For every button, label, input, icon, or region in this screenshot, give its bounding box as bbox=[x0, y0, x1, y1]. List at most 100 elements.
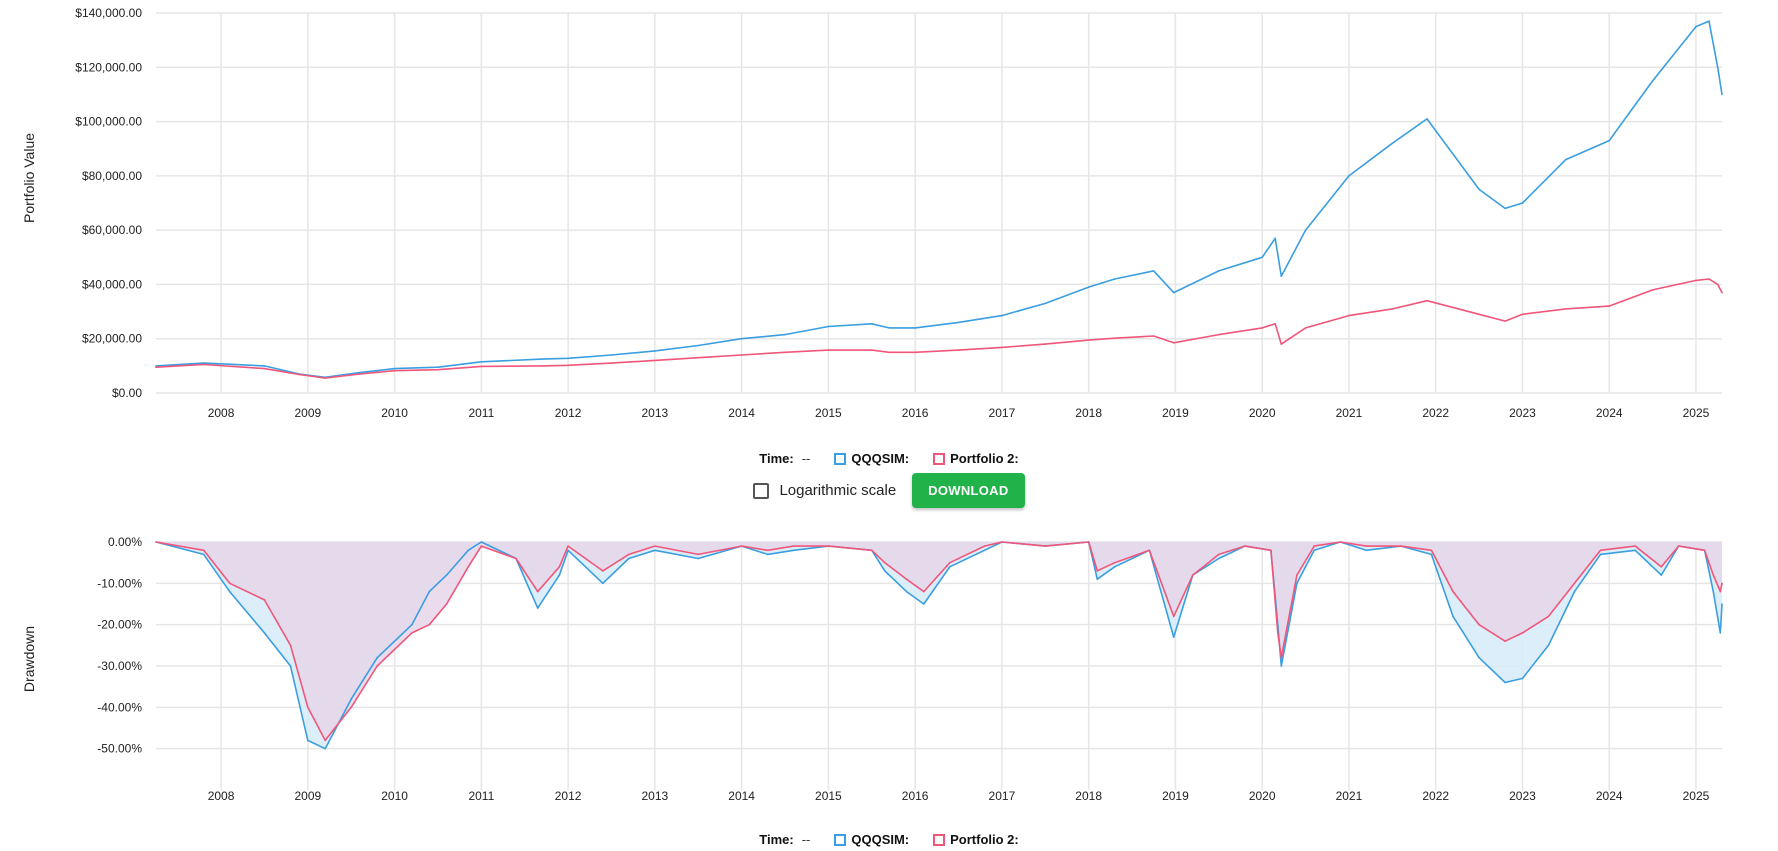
legend-qqqsim[interactable]: QQQSIM: bbox=[834, 832, 909, 847]
data-point-portfolio2 bbox=[1716, 283, 1719, 286]
data-point-qqqsim bbox=[1504, 681, 1506, 684]
y-tick-label: $140,000.00 bbox=[75, 6, 142, 20]
data-point-portfolio2 bbox=[1296, 574, 1298, 576]
y-tick-label: $0.00 bbox=[112, 386, 142, 400]
data-point-portfolio2 bbox=[1430, 549, 1433, 552]
x-tick-label: 2017 bbox=[989, 406, 1016, 420]
data-point-portfolio2 bbox=[541, 365, 543, 367]
x-tick-label: 2010 bbox=[381, 406, 408, 420]
data-point-qqqsim bbox=[202, 362, 205, 364]
data-point-qqqsim bbox=[1634, 549, 1636, 552]
x-tick-label: 2008 bbox=[208, 789, 235, 803]
data-point-portfolio2 bbox=[263, 599, 266, 601]
data-point-portfolio2 bbox=[1478, 623, 1480, 626]
x-tick-label: 2013 bbox=[642, 406, 669, 420]
data-point-qqqsim bbox=[1721, 603, 1723, 605]
data-point-qqqsim bbox=[1599, 553, 1602, 556]
data-point-portfolio2 bbox=[393, 369, 396, 372]
y-tick-label: $80,000.00 bbox=[82, 169, 142, 183]
data-point-qqqsim bbox=[1504, 207, 1506, 210]
data-point-portfolio2 bbox=[1044, 545, 1047, 547]
legend-time: Time: -- bbox=[759, 832, 810, 847]
legend-portfolio2-label: Portfolio 2: bbox=[950, 451, 1019, 466]
log-scale-label[interactable]: Logarithmic scale bbox=[779, 482, 897, 499]
data-point-portfolio2 bbox=[536, 590, 539, 593]
legend-portfolio2-label: Portfolio 2: bbox=[950, 832, 1019, 847]
x-tick-label: 2016 bbox=[902, 789, 929, 803]
data-point-qqqsim bbox=[541, 358, 543, 360]
drawdown-series-lines bbox=[155, 541, 1723, 750]
data-point-qqqsim bbox=[202, 553, 205, 556]
data-point-portfolio2 bbox=[983, 545, 986, 547]
x-tick-label: 2009 bbox=[294, 406, 321, 420]
data-point-qqqsim bbox=[558, 574, 561, 576]
data-point-portfolio2 bbox=[437, 368, 439, 371]
data-point-qqqsim bbox=[359, 371, 361, 374]
log-scale-checkbox[interactable] bbox=[753, 482, 770, 499]
data-point-qqqsim bbox=[567, 549, 569, 552]
value-chart-legend: Time: -- QQQSIM: Portfolio 2: bbox=[0, 451, 1778, 466]
data-point-portfolio2 bbox=[740, 354, 743, 356]
x-tick-label: 2015 bbox=[815, 789, 842, 803]
data-point-qqqsim bbox=[740, 337, 743, 340]
data-point-portfolio2 bbox=[1280, 656, 1283, 659]
legend-portfolio2[interactable]: Portfolio 2: bbox=[933, 451, 1019, 466]
data-point-portfolio2 bbox=[1651, 289, 1654, 291]
y-tick-label: 0.00% bbox=[108, 535, 142, 549]
data-point-qqqsim bbox=[1521, 202, 1524, 204]
data-point-qqqsim bbox=[376, 656, 379, 659]
data-point-qqqsim bbox=[1452, 615, 1454, 618]
data-point-qqqsim bbox=[1719, 632, 1722, 634]
data-point-qqqsim bbox=[1547, 644, 1550, 647]
data-point-qqqsim bbox=[1608, 139, 1610, 142]
data-point-qqqsim bbox=[1087, 286, 1090, 288]
data-point-qqqsim bbox=[428, 590, 431, 593]
data-point-qqqsim bbox=[957, 321, 960, 324]
data-point-portfolio2 bbox=[1087, 339, 1090, 341]
legend-time-value: -- bbox=[801, 832, 811, 847]
data-point-portfolio2 bbox=[289, 644, 292, 647]
data-point-portfolio2 bbox=[610, 362, 613, 364]
y-tick-label: $100,000.00 bbox=[75, 115, 142, 129]
legend-portfolio2[interactable]: Portfolio 2: bbox=[933, 832, 1019, 847]
x-tick-label: 2020 bbox=[1249, 789, 1276, 803]
data-point-portfolio2 bbox=[1113, 561, 1116, 564]
data-point-portfolio2 bbox=[1280, 343, 1283, 345]
data-point-portfolio2 bbox=[1277, 632, 1279, 634]
data-point-portfolio2 bbox=[884, 561, 886, 564]
data-point-portfolio2 bbox=[1721, 291, 1723, 294]
data-point-qqqsim bbox=[1113, 566, 1116, 568]
data-point-portfolio2 bbox=[1521, 313, 1524, 316]
data-point-qqqsim bbox=[1716, 66, 1719, 69]
data-point-portfolio2 bbox=[307, 706, 309, 709]
x-tick-label: 2008 bbox=[208, 406, 235, 420]
data-point-portfolio2 bbox=[1391, 308, 1394, 310]
data-point-portfolio2 bbox=[1547, 615, 1550, 618]
data-point-qqqsim bbox=[1280, 275, 1283, 278]
legend-qqqsim[interactable]: QQQSIM: bbox=[834, 451, 909, 466]
portfolio-value-chart: $0.00 $20,000.00 $40,000.00 $60,000.00 $80,0… bbox=[21, 6, 1723, 420]
download-button[interactable]: DOWNLOAD bbox=[912, 473, 1025, 508]
data-point-portfolio2 bbox=[628, 553, 630, 556]
y-tick-label: $60,000.00 bbox=[82, 223, 142, 237]
data-point-qqqsim bbox=[411, 623, 413, 626]
y-tick-label: -30.00% bbox=[97, 659, 142, 673]
y-tick-label: $20,000.00 bbox=[82, 332, 142, 346]
data-point-qqqsim bbox=[784, 333, 786, 336]
data-point-qqqsim bbox=[289, 665, 292, 667]
data-point-portfolio2 bbox=[1261, 327, 1263, 329]
legend-time-label: Time: bbox=[759, 832, 794, 847]
data-point-portfolio2 bbox=[1152, 335, 1155, 337]
data-point-qqqsim bbox=[1660, 574, 1663, 576]
legend-time-value: -- bbox=[801, 451, 811, 466]
data-point-portfolio2 bbox=[1703, 549, 1706, 552]
data-point-portfolio2 bbox=[155, 541, 157, 543]
data-point-qqqsim bbox=[1430, 553, 1433, 556]
data-point-portfolio2 bbox=[1044, 343, 1047, 345]
x-tick-label: 2020 bbox=[1249, 406, 1276, 420]
x-tick-label: 2019 bbox=[1162, 789, 1189, 803]
data-point-portfolio2 bbox=[766, 549, 769, 552]
data-point-qqqsim bbox=[350, 698, 353, 700]
drawdown-chart: 0.00% -10.00% -20.00% -30.00% -40.00% -50.00%… bbox=[21, 535, 1723, 803]
data-point-qqqsim bbox=[1218, 270, 1220, 272]
